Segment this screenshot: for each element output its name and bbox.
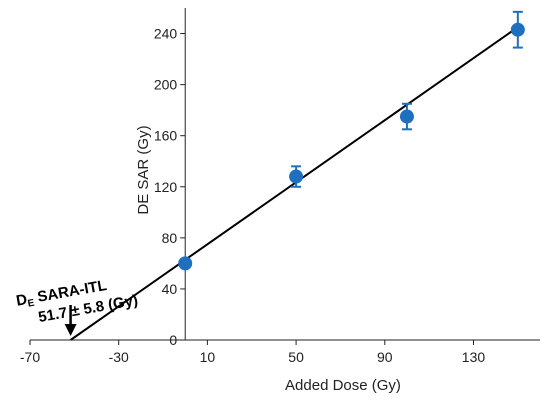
y-tick-label-6: 240: [154, 26, 178, 42]
x-tick-label-5: 130: [462, 349, 486, 365]
data-point-2: [399, 109, 414, 124]
fit-line-layer: [70, 26, 519, 341]
data-points-layer: [178, 10, 525, 271]
x-tick-label-2: 10: [200, 349, 216, 365]
x-tick-label-1: -30: [109, 349, 129, 365]
x-tick-label-4: 90: [377, 349, 393, 365]
y-tick-label-4: 160: [154, 128, 178, 144]
fit-line: [70, 26, 519, 341]
data-point-0: [178, 256, 193, 271]
y-axis-title: DE SAR (Gy): [135, 125, 152, 214]
x-axis-title: Added Dose (Gy): [285, 377, 401, 394]
x-tick-label-3: 50: [288, 349, 304, 365]
annotation-arrow: [64, 305, 77, 336]
y-tick-label-0: 0: [169, 332, 177, 348]
y-tick-label-5: 200: [154, 77, 178, 93]
y-tick-label-2: 80: [162, 230, 178, 246]
x-axis: -70 -30 10 50 90 130: [20, 339, 540, 365]
x-tick-label-0: -70: [20, 349, 40, 365]
data-point-3: [510, 22, 525, 37]
arrow-head: [64, 324, 77, 336]
annotation: DE SARA-ITL 51.7 ± 5.8 (Gy): [15, 277, 139, 326]
data-point-1: [289, 169, 304, 184]
y-axis: 0 40 80 120 160 200 240: [154, 8, 186, 348]
y-tick-label-3: 120: [154, 179, 178, 195]
y-tick-label-1: 40: [162, 281, 178, 297]
